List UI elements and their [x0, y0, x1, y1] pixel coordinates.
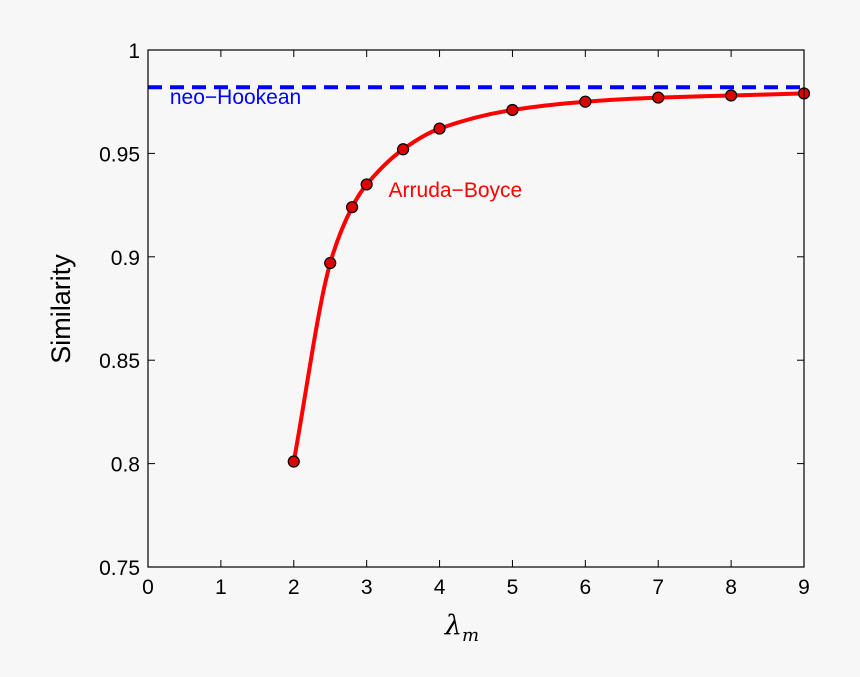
x-tick-label: 8	[725, 576, 737, 599]
plot-frame	[147, 49, 805, 568]
y-tick-label: 0.8	[111, 454, 140, 477]
arruda-boyce-point	[433, 122, 446, 135]
tick-labels: 0 1 2 3 4 5 6 7 8 9 0.75 0.8 0.85 0.9 0.95 1	[99, 40, 810, 599]
annotation-label: neo−Hookean	[170, 86, 301, 109]
series-layer	[148, 85, 811, 468]
axis-ticks	[147, 49, 805, 568]
x-axis-label: λm	[444, 610, 479, 646]
arruda-boyce-point	[287, 455, 300, 468]
annotation-label: Arruda−Boyce	[389, 179, 523, 202]
x-tick-label: 2	[288, 576, 300, 599]
x-tick-label: 4	[434, 576, 446, 599]
x-tick-label: 1	[215, 576, 227, 599]
x-tick-label: 0	[142, 576, 154, 599]
plot-background	[148, 50, 804, 567]
x-axis-label-subscript: m	[462, 625, 479, 646]
arruda-boyce-point	[652, 91, 665, 104]
x-axis-label-main: λ	[444, 610, 462, 641]
x-tick-label: 9	[798, 576, 810, 599]
x-tick-label: 5	[507, 576, 519, 599]
y-tick-label: 0.85	[99, 350, 140, 373]
x-tick-label: 7	[652, 576, 664, 599]
y-tick-label: 0.9	[111, 247, 140, 270]
arruda-boyce-point	[397, 143, 410, 156]
arruda-boyce-point	[360, 178, 373, 191]
arruda-boyce-point	[345, 201, 359, 214]
arruda-boyce-point	[579, 95, 592, 108]
y-tick-label: 1	[128, 40, 140, 63]
y-tick-label: 0.95	[99, 143, 140, 166]
arruda-boyce-point	[324, 256, 337, 270]
y-tick-label: 0.75	[99, 557, 140, 580]
x-tick-label: 6	[579, 576, 591, 599]
y-axis-label: Similarity	[46, 254, 76, 364]
arruda-boyce-point	[506, 103, 519, 117]
annotation-layer: neo−Hookean Arruda−Boyce	[170, 86, 522, 202]
arruda-boyce-point	[725, 89, 738, 102]
x-tick-label: 3	[361, 576, 373, 599]
